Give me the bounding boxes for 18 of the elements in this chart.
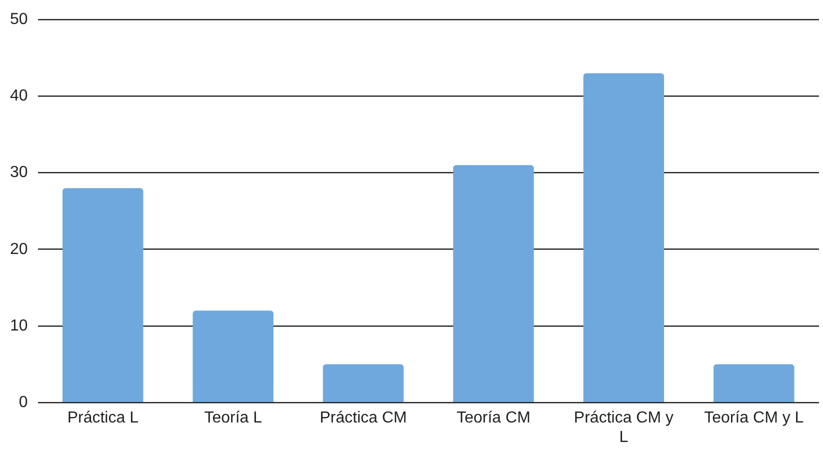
x-tick-label: Teoría L [204, 410, 262, 427]
x-tick-label: Práctica CM y L [574, 410, 674, 446]
y-tick-label: 30 [10, 164, 28, 182]
x-tick-label: Práctica CM [320, 410, 407, 427]
x-tick-label: Teoría CM y L [704, 410, 804, 427]
bar [583, 73, 664, 402]
bar [192, 310, 274, 402]
y-tick-label: 20 [10, 240, 28, 258]
bar [714, 364, 794, 402]
y-tick-label: 0 [18, 394, 28, 412]
bar [453, 165, 534, 402]
y-tick-label: 40 [10, 88, 28, 105]
bar [322, 364, 404, 402]
x-tick-label: Práctica L [67, 410, 139, 427]
y-tick-label: 10 [10, 317, 28, 334]
x-tick-label: Teoría CM [456, 410, 530, 427]
y-tick-label: 50 [10, 11, 28, 28]
bar [62, 188, 144, 402]
